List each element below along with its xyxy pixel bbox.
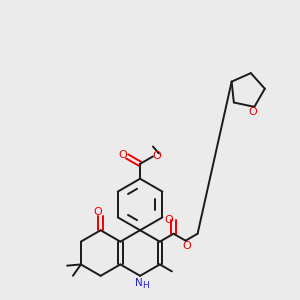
Text: O: O [164,215,173,225]
Text: N: N [135,278,143,288]
Text: O: O [153,152,161,161]
Text: O: O [248,107,257,117]
Text: O: O [93,207,102,218]
Text: O: O [118,150,127,161]
Text: H: H [142,281,148,290]
Text: O: O [182,241,191,250]
